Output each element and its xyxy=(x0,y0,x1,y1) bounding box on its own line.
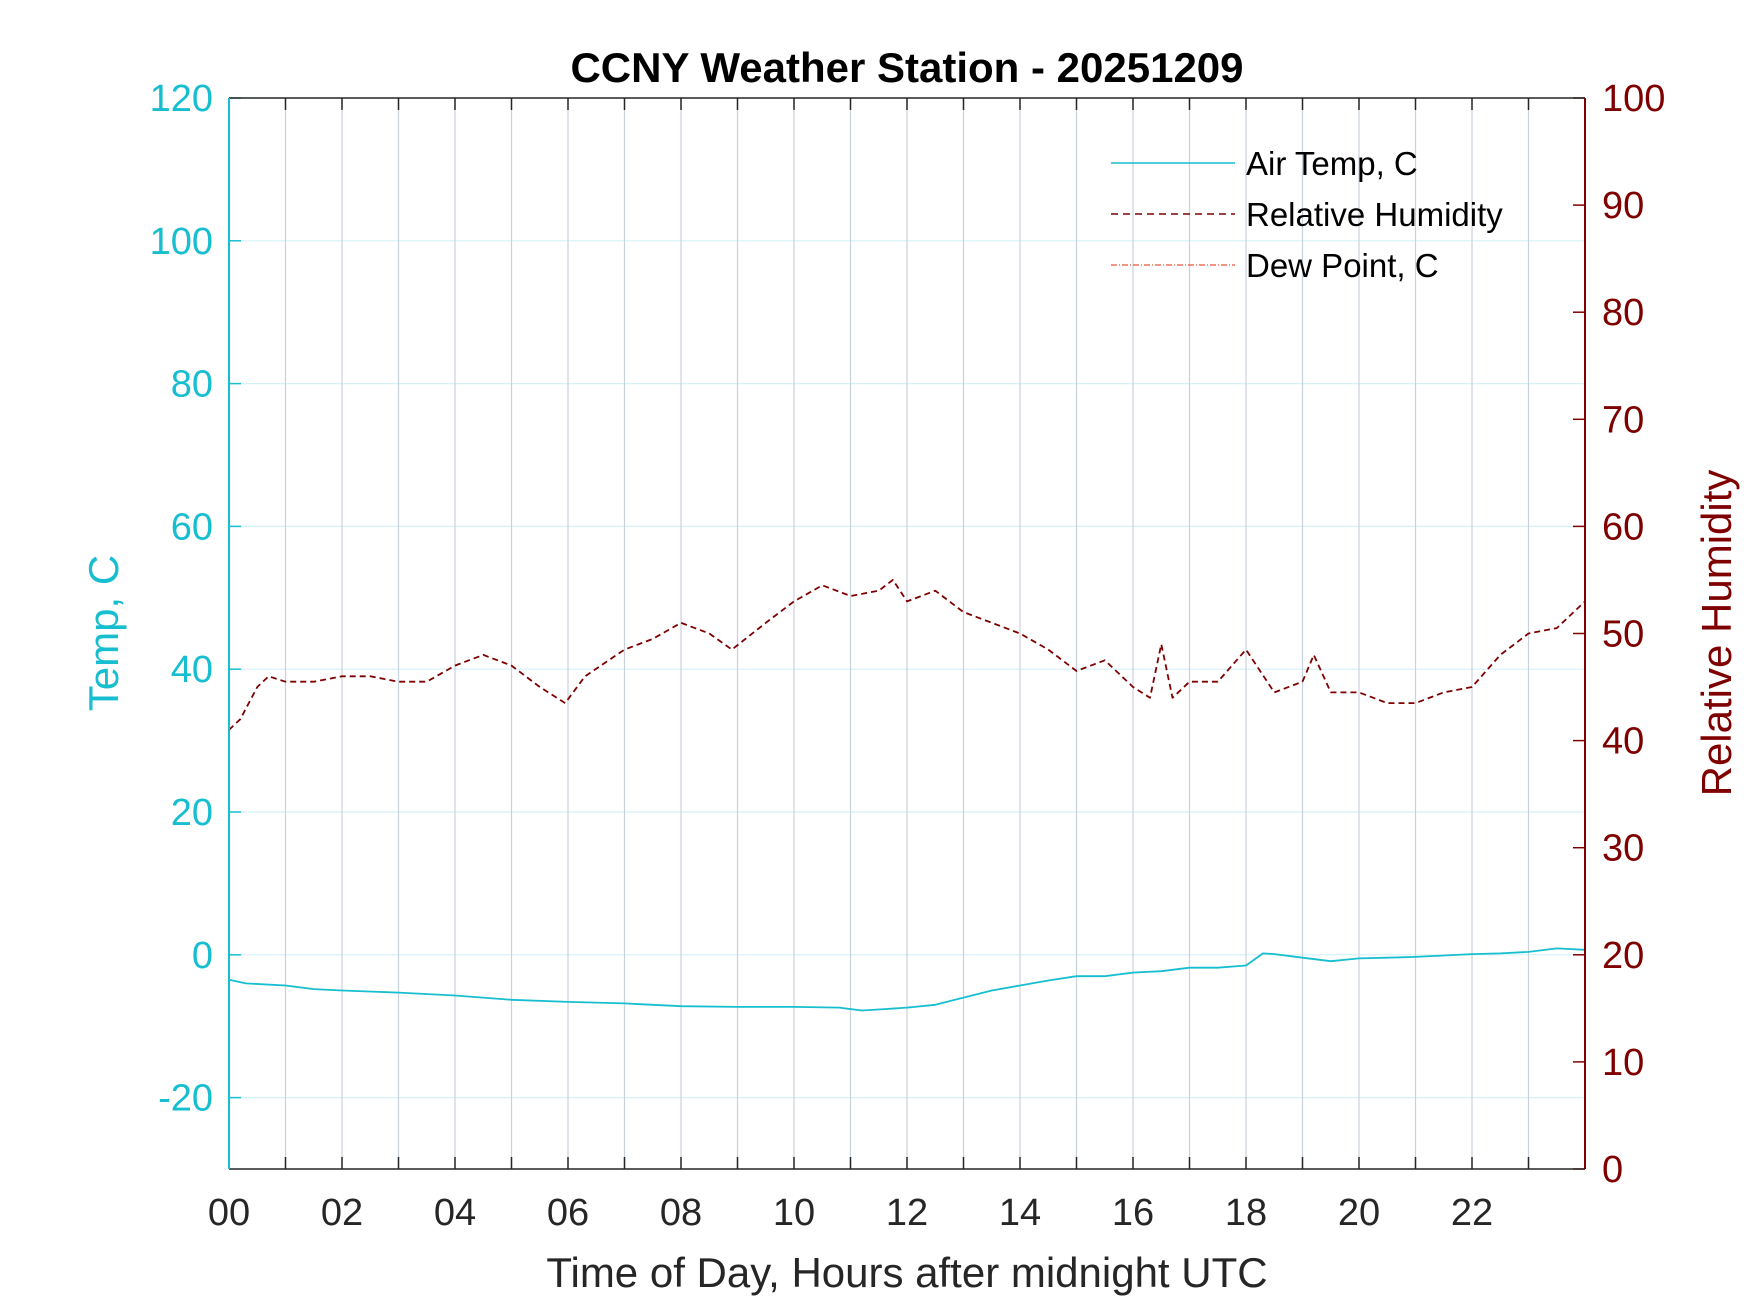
x-axis-label: Time of Day, Hours after midnight UTC xyxy=(546,1249,1267,1296)
y-right-tick-label: 40 xyxy=(1602,721,1644,763)
x-tick-label: 00 xyxy=(208,1192,250,1234)
y-left-tick-label: -20 xyxy=(158,1078,213,1120)
y-right-tick-label: 60 xyxy=(1602,506,1644,548)
y-right-tick-label: 70 xyxy=(1602,399,1644,441)
y-left-tick-label: 120 xyxy=(150,78,213,120)
legend-label-relative-humidity: Relative Humidity xyxy=(1246,196,1503,233)
x-tick-label: 20 xyxy=(1338,1192,1380,1234)
x-tick-label: 18 xyxy=(1225,1192,1267,1234)
y-axis-right-label: Relative Humidity xyxy=(1693,470,1740,797)
legend-label-dew-point: Dew Point, C xyxy=(1246,247,1439,284)
y-left-tick-label: 20 xyxy=(171,792,213,834)
y-axis-left-label: Temp, C xyxy=(80,555,127,711)
x-tick-label: 06 xyxy=(547,1192,589,1234)
y-right-tick-label: 0 xyxy=(1602,1149,1623,1191)
x-tick-label: 04 xyxy=(434,1192,476,1234)
series-layer xyxy=(228,579,1586,1012)
y-left-tick-label: 0 xyxy=(192,935,213,977)
x-tick-label: 02 xyxy=(321,1192,363,1234)
y-right-tick-label: 50 xyxy=(1602,614,1644,656)
y-right-tick-label: 80 xyxy=(1602,292,1644,334)
y-right-tick-label: 20 xyxy=(1602,935,1644,977)
y-left-tick-label: 60 xyxy=(171,506,213,548)
x-tick-label: 14 xyxy=(999,1192,1041,1234)
legend-label-air-temp: Air Temp, C xyxy=(1246,145,1418,182)
x-tick-label: 12 xyxy=(886,1192,928,1234)
vertical-grid xyxy=(284,98,1530,1169)
series-line-air-temp xyxy=(228,947,1586,1012)
x-tick-label: 08 xyxy=(660,1192,702,1234)
y-right-tick-label: 10 xyxy=(1602,1042,1644,1084)
y-left-tick-label: 80 xyxy=(171,364,213,406)
x-tick-label: 22 xyxy=(1451,1192,1493,1234)
x-tick-label: 10 xyxy=(773,1192,815,1234)
legend: Air Temp, C Relative Humidity Dew Point,… xyxy=(1111,145,1503,284)
series-line-relative-humidity xyxy=(228,579,1586,731)
y-right-tick-label: 30 xyxy=(1602,828,1644,870)
y-right-tick-label: 90 xyxy=(1602,185,1644,227)
y-left-tick-label: 40 xyxy=(171,649,213,691)
y-left-tick-label: 100 xyxy=(150,221,213,263)
y-right-tick-label: 100 xyxy=(1602,78,1665,120)
axes xyxy=(228,97,1586,1170)
x-tick-label: 16 xyxy=(1112,1192,1154,1234)
tick-labels: 120100806040200-201009080706050403020100… xyxy=(150,78,1666,1234)
chart-title: CCNY Weather Station - 20251209 xyxy=(570,44,1243,91)
